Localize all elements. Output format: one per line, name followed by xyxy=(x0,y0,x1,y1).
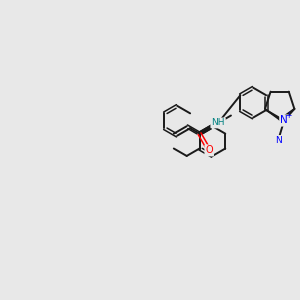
Text: N: N xyxy=(280,116,288,125)
Text: NH: NH xyxy=(211,118,225,127)
Text: +: + xyxy=(285,111,292,120)
Text: O: O xyxy=(206,146,213,155)
Text: N: N xyxy=(275,136,281,145)
